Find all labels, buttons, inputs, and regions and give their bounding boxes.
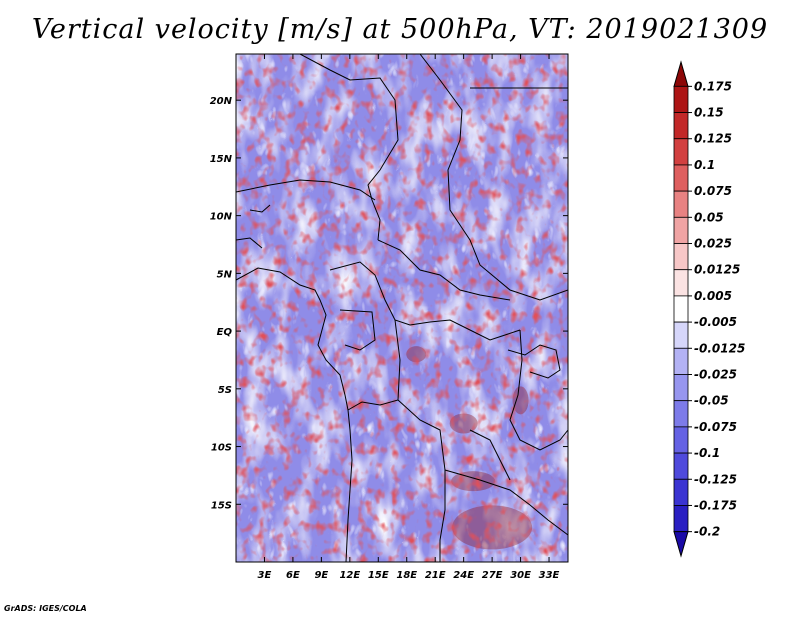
- y-tick-label: 10N: [210, 212, 233, 223]
- y-tick-label: 15S: [211, 500, 232, 511]
- colorbar-swatch: [673, 112, 689, 140]
- colorbar-label: -0.125: [694, 472, 737, 486]
- x-tick-label: 9E: [314, 570, 328, 581]
- x-tick-label: 18E: [396, 570, 417, 581]
- y-axis: 20N 15N 10N 5N EQ 5S 10S 15S: [210, 96, 568, 511]
- colorbar-swatch: [673, 374, 689, 402]
- y-tick-label: 5S: [218, 385, 232, 396]
- colorbar-label: 0.15: [694, 106, 724, 120]
- colorbar-label: 0.1: [694, 158, 715, 172]
- colorbar-label: -0.2: [694, 525, 720, 539]
- x-tick-label: 3E: [258, 570, 272, 581]
- x-tick-label: 15E: [368, 570, 389, 581]
- country-borders: [236, 54, 568, 562]
- colorbar-swatch: [673, 269, 689, 297]
- colorbar-swatch: [673, 85, 689, 113]
- y-tick-label: 15N: [210, 154, 233, 165]
- x-tick-label: 12E: [339, 570, 360, 581]
- colorbar-swatch: [673, 216, 689, 244]
- y-tick-label: 10S: [211, 443, 232, 454]
- colorbar-label: -0.075: [694, 420, 737, 434]
- colorbar-max-arrow: [673, 60, 689, 87]
- colorbar-swatch: [673, 505, 689, 533]
- colorbar-swatch: [673, 138, 689, 166]
- colorbar-label: 0.005: [694, 289, 732, 303]
- colorbar-swatch: [673, 426, 689, 454]
- colorbar-label: -0.025: [694, 367, 737, 381]
- colorbar-label: -0.1: [694, 446, 720, 460]
- colorbar-swatch: [673, 478, 689, 506]
- colorbar-label: 0.125: [694, 132, 732, 146]
- x-tick-label: 27E: [482, 570, 503, 581]
- colorbar-label: -0.005: [694, 315, 737, 329]
- y-tick-label: 20N: [210, 96, 233, 107]
- x-tick-label: 33E: [539, 570, 560, 581]
- x-tick-label: 6E: [286, 570, 300, 581]
- chart-title: Vertical velocity [m/s] at 500hPa, VT: 2…: [31, 14, 769, 45]
- x-tick-label: 30E: [510, 570, 531, 581]
- x-tick-label: 24E: [453, 570, 474, 581]
- y-tick-label: 5N: [217, 269, 233, 280]
- colorbar-label: 0.0125: [694, 263, 740, 277]
- x-axis: 3E 6E 9E 12E 15E 18E 21E 24E 27E 30E 33E: [258, 54, 560, 581]
- colorbar-swatch: [673, 452, 689, 480]
- colorbar-swatch: [673, 400, 689, 428]
- colorbar-swatch: [673, 243, 689, 271]
- y-tick-label: EQ: [217, 327, 233, 338]
- vertical-velocity-field: [236, 54, 568, 562]
- colorbar-swatch: [673, 295, 689, 323]
- colorbar-min-arrow: [673, 531, 689, 558]
- colorbar-label: 0.175: [694, 79, 732, 93]
- colorbar-label: -0.175: [694, 498, 737, 512]
- colorbar: 0.175 0.15 0.125 0.1 0.075 0.05 0.025 0.0125 0.0…: [673, 60, 745, 558]
- colorbar-label: 0.05: [694, 210, 724, 224]
- colorbar-swatch: [673, 190, 689, 218]
- colorbar-label: 0.025: [694, 237, 732, 251]
- colorbar-label: 0.075: [694, 184, 732, 198]
- colorbar-swatch: [673, 164, 689, 192]
- colorbar-swatch: [673, 321, 689, 349]
- colorbar-label: -0.0125: [694, 341, 745, 355]
- colorbar-swatch: [673, 347, 689, 375]
- x-tick-label: 21E: [425, 570, 446, 581]
- credit-text: GrADS: IGES/COLA: [4, 604, 87, 613]
- colorbar-label: -0.05: [694, 394, 729, 408]
- plot-frame: [235, 53, 569, 563]
